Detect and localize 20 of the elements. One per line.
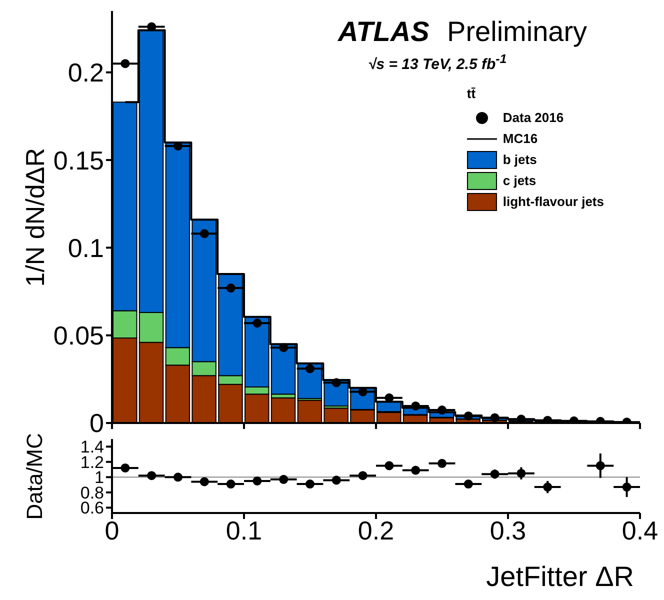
y-axis-title: 1/N dN/dΔR <box>20 148 50 286</box>
y-tick-label: 0.05 <box>53 320 104 351</box>
y-tick-label: 0.15 <box>53 145 104 176</box>
x-tick-label: 0.3 <box>490 515 526 546</box>
x-axis-title: JetFitter ΔR <box>486 561 634 592</box>
text: √s = 13 TeV, 2.5 fb$^{-1}$ <box>368 52 507 73</box>
legend-label: Data 2016 <box>502 110 564 125</box>
legend-label: MC16 <box>502 131 538 146</box>
legend-label: c jets <box>502 173 536 188</box>
y-axis-title: Data/MC <box>22 432 47 520</box>
y-tick-label: 0.2 <box>68 58 104 88</box>
x-tick-label: 0.2 <box>358 515 394 546</box>
legend-title: tt̄ <box>466 86 476 101</box>
x-tick-label: 0.4 <box>622 515 658 546</box>
y-tick-label: 0.1 <box>68 232 104 263</box>
legend-label: b jets <box>502 152 537 167</box>
y-tick-label: 0 <box>90 408 104 438</box>
x-tick-label: 0.1 <box>226 515 262 546</box>
chart-title: ATLAS Preliminary <box>338 16 588 47</box>
legend-label: light-flavour jets <box>502 194 604 209</box>
